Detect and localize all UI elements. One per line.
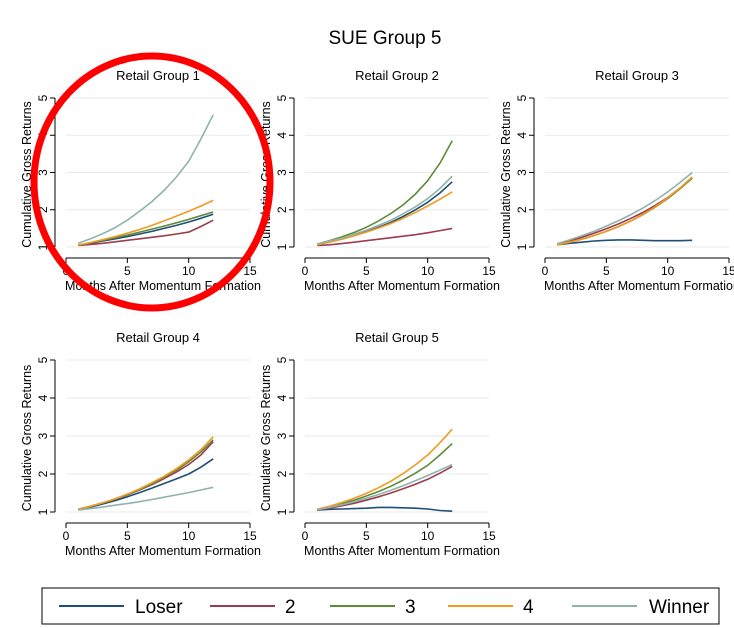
y-tick-label: 2 <box>36 206 50 213</box>
x-tick-label: 10 <box>421 529 435 543</box>
legend-label-2: 2 <box>285 597 296 618</box>
y-tick-label: 2 <box>36 470 50 477</box>
series-line-4 <box>317 428 453 511</box>
panel-title: Retail Group 2 <box>355 68 439 83</box>
y-tick-label: 4 <box>36 394 50 401</box>
x-axis-label: Months After Momentum Formation <box>65 544 261 558</box>
y-tick-label: 4 <box>515 132 529 139</box>
highlight-circle <box>30 52 274 312</box>
y-tick-label: 1 <box>36 243 50 250</box>
x-tick-label: 0 <box>63 529 70 543</box>
x-tick-label: 10 <box>182 264 196 278</box>
series-line-2 <box>78 441 214 511</box>
series-line-winner <box>557 171 693 245</box>
x-tick-label: 0 <box>302 264 309 278</box>
x-axis-label: Months After Momentum Formation <box>304 544 500 558</box>
y-tick-label: 3 <box>515 169 529 176</box>
y-axis-label: Cumulative Gross Returns <box>499 101 513 248</box>
y-tick-label: 1 <box>515 243 529 250</box>
legend-label-loser: Loser <box>135 597 183 618</box>
y-axis-label: Cumulative Gross Returns <box>259 365 273 512</box>
x-tick-label: 0 <box>302 529 309 543</box>
y-tick-label: 2 <box>275 470 289 477</box>
series-line-loser <box>78 458 214 511</box>
y-tick-label: 2 <box>275 206 289 213</box>
y-tick-label: 3 <box>275 169 289 176</box>
series-line-winner <box>317 175 453 245</box>
x-tick-label: 5 <box>363 264 370 278</box>
y-tick-label: 1 <box>36 508 50 515</box>
y-tick-label: 4 <box>275 132 289 139</box>
series-line-3 <box>78 439 214 511</box>
legend-label-4: 4 <box>523 597 534 618</box>
x-tick-label: 5 <box>124 529 131 543</box>
series-line-3 <box>317 140 453 245</box>
series-line-winner <box>78 486 214 511</box>
series-line-loser <box>317 506 453 512</box>
panel-title: Retail Group 1 <box>116 68 200 83</box>
series-line-winner <box>78 114 214 245</box>
figure-title: SUE Group 5 <box>329 28 442 49</box>
series-line-2 <box>317 465 453 511</box>
x-tick-label: 5 <box>363 529 370 543</box>
series-line-3 <box>317 443 453 511</box>
y-tick-label: 2 <box>515 206 529 213</box>
series-line-2 <box>317 227 453 247</box>
series-line-winner <box>317 463 453 511</box>
x-tick-label: 15 <box>243 529 257 543</box>
y-tick-label: 5 <box>36 356 50 363</box>
y-axis-label: Cumulative Gross Returns <box>20 365 34 512</box>
series-line-4 <box>317 191 453 246</box>
y-tick-label: 3 <box>275 432 289 439</box>
x-axis-label: Months After Momentum Formation <box>544 279 734 293</box>
y-tick-label: 3 <box>36 432 50 439</box>
series-line-4 <box>557 176 693 246</box>
y-tick-label: 1 <box>275 243 289 250</box>
legend-label-winner: Winner <box>649 597 710 618</box>
series-line-4 <box>78 199 214 246</box>
y-tick-label: 3 <box>36 169 50 176</box>
legend: Loser 2 3 4 Winner <box>41 587 720 625</box>
panel-title: Retail Group 4 <box>116 330 200 345</box>
overlay <box>30 52 274 312</box>
y-tick-label: 5 <box>36 94 50 101</box>
x-tick-label: 10 <box>421 264 435 278</box>
y-tick-label: 4 <box>275 394 289 401</box>
x-tick-label: 5 <box>603 264 610 278</box>
panel-title: Retail Group 5 <box>355 330 439 345</box>
y-axis-label: Cumulative Gross Returns <box>20 101 34 248</box>
series-line-loser <box>557 239 693 246</box>
panel-title: Retail Group 3 <box>595 68 679 83</box>
series-line-loser <box>317 181 453 246</box>
x-tick-label: 15 <box>722 264 734 278</box>
legend-label-3: 3 <box>405 597 416 618</box>
x-tick-label: 0 <box>542 264 549 278</box>
y-tick-label: 5 <box>275 356 289 363</box>
series-line-4 <box>78 436 214 511</box>
y-tick-label: 5 <box>275 94 289 101</box>
x-tick-label: 5 <box>124 264 131 278</box>
x-tick-label: 10 <box>182 529 196 543</box>
x-tick-label: 15 <box>482 264 496 278</box>
series-line-2 <box>78 219 214 247</box>
x-tick-label: 15 <box>482 529 496 543</box>
x-axis-label: Months After Momentum Formation <box>304 279 500 293</box>
y-tick-label: 1 <box>275 508 289 515</box>
x-tick-label: 10 <box>661 264 675 278</box>
x-tick-label: 15 <box>243 264 257 278</box>
y-tick-label: 5 <box>515 94 529 101</box>
